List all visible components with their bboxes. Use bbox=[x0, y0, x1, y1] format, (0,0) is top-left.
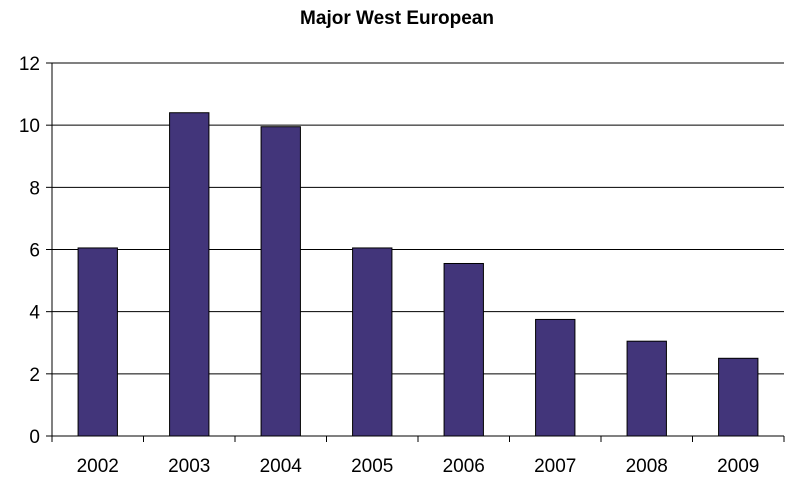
x-tick-label: 2008 bbox=[626, 456, 668, 477]
bars bbox=[77, 112, 759, 437]
x-tick-label: 2004 bbox=[260, 456, 303, 477]
x-tick-label: 2006 bbox=[443, 456, 485, 477]
y-tick-label: 6 bbox=[29, 241, 40, 262]
x-tick-label: 2007 bbox=[534, 456, 576, 477]
bar-2008 bbox=[626, 340, 667, 437]
y-tick-label: 4 bbox=[29, 303, 40, 324]
x-tick-label: 2003 bbox=[168, 456, 210, 477]
y-tick-label: 0 bbox=[29, 427, 40, 448]
y-tick-label: 10 bbox=[19, 116, 40, 137]
y-tick-label: 2 bbox=[29, 365, 40, 386]
bar-2009 bbox=[718, 357, 759, 437]
x-tick-label: 2005 bbox=[351, 456, 393, 477]
gridlines bbox=[52, 62, 784, 375]
x-tick-labels: 2002 2003 2004 2005 2006 2007 2008 2009 bbox=[77, 456, 760, 477]
x-tick-label: 2009 bbox=[717, 456, 759, 477]
bar-2002 bbox=[77, 247, 118, 437]
y-tick-label: 8 bbox=[29, 178, 40, 199]
y-tick-labels: 0 2 4 6 8 10 12 bbox=[19, 54, 41, 448]
bar-2006 bbox=[443, 262, 484, 437]
chart-title: Major West European bbox=[300, 8, 494, 29]
bar-2004 bbox=[260, 126, 301, 437]
x-tick-label: 2002 bbox=[77, 456, 119, 477]
y-tick-label: 12 bbox=[19, 54, 40, 75]
bar-2005 bbox=[352, 247, 393, 437]
bar-2003 bbox=[169, 112, 210, 437]
axes bbox=[46, 62, 785, 442]
bar-2007 bbox=[535, 318, 576, 437]
